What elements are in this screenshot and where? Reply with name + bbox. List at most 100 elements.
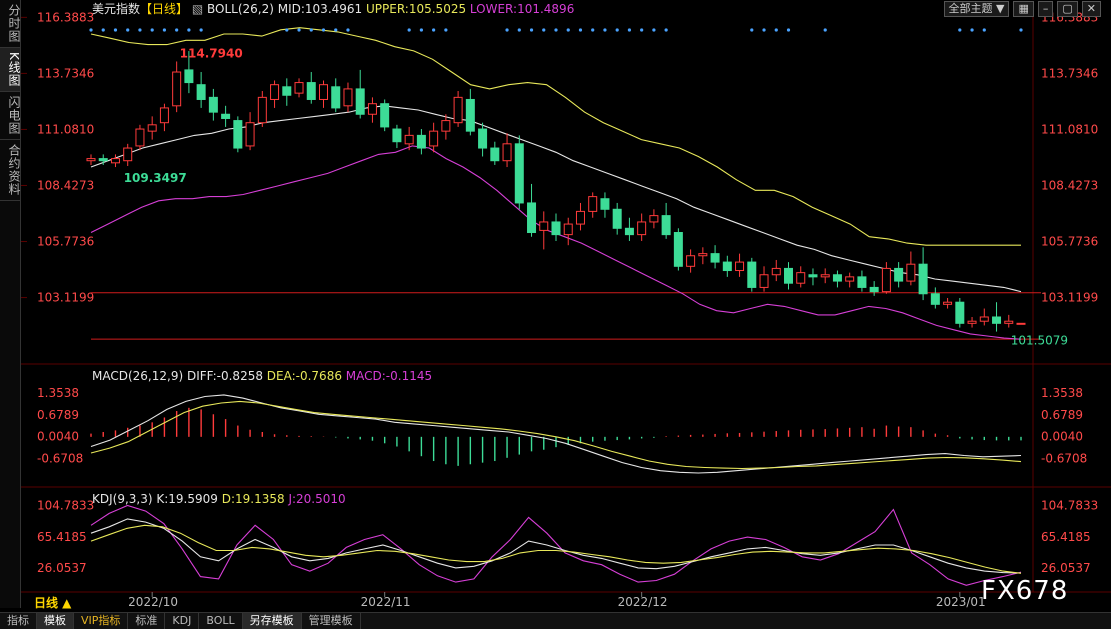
bottom-tab-6[interactable]: 另存模板 <box>242 613 302 629</box>
header-span: 美元指数 <box>92 1 140 16</box>
y-tick-label-right: 111.0810 <box>1041 122 1098 136</box>
boll-upper-line <box>90 27 1021 246</box>
candle-body <box>747 261 757 288</box>
candle-body <box>208 96 218 113</box>
signal-dot <box>529 28 534 32</box>
restore-icon[interactable]: ▢ <box>1057 1 1078 17</box>
y-tick-label-right: 105.7736 <box>1041 235 1098 249</box>
annotation-low-right: 101.5079 <box>1011 334 1068 348</box>
signal-dot <box>615 28 619 32</box>
candle-body <box>575 210 585 225</box>
header-span: BOLL(26,2) <box>207 2 278 16</box>
signal-dot <box>89 28 93 32</box>
candle-body <box>551 221 561 236</box>
candle-body <box>245 122 255 147</box>
signal-dot <box>578 28 583 32</box>
signal-dot <box>566 28 570 32</box>
signal-dot <box>958 28 962 32</box>
signal-dot <box>823 28 827 32</box>
signal-dot <box>175 28 179 32</box>
bottom-tab-5[interactable]: BOLL <box>199 613 243 629</box>
signal-dot <box>970 28 974 32</box>
signal-dot <box>517 28 521 32</box>
candle-body <box>221 113 231 119</box>
candle-body <box>429 130 439 147</box>
candle-body <box>832 274 842 282</box>
y-tick-label-left: 113.7346 <box>37 66 94 80</box>
candle-body <box>918 263 928 295</box>
candle-body <box>294 82 304 94</box>
sidebar-tab-2[interactable]: 闪电图 <box>0 92 21 140</box>
signal-dot <box>982 28 986 32</box>
candle-body <box>796 272 806 284</box>
bottom-toolbar: 指标 模板 VIP指标 标准 KDJ BOLL 另存模板 管理模板 <box>0 612 1111 629</box>
candle-body <box>355 88 365 115</box>
candle-body <box>735 261 745 272</box>
signal-dot <box>542 28 546 32</box>
signal-dot <box>664 28 668 32</box>
signal-dot <box>627 28 632 32</box>
sidebar-tab-0[interactable]: 分时图 <box>0 0 21 48</box>
header-span: 【日线】 <box>140 2 188 16</box>
candle-body <box>98 158 108 162</box>
x-tick-label: 2022/10 <box>128 595 178 609</box>
sidebar-tab-3[interactable]: 合约资料 <box>0 140 21 201</box>
header-span: K:19.5909 <box>156 492 221 506</box>
candle-body <box>380 103 390 128</box>
signal-dot <box>346 28 350 32</box>
signal-dot <box>432 28 436 32</box>
header-span: MACD(26,12,9) <box>92 369 187 383</box>
candle-body <box>759 274 769 288</box>
candle-body <box>710 253 720 263</box>
bottom-tab-7[interactable]: 管理模板 <box>302 613 361 629</box>
bottom-tab-2[interactable]: VIP指标 <box>74 613 129 629</box>
kdj-j-line <box>90 504 1022 586</box>
header-span: MACD:-0.1145 <box>346 369 432 383</box>
close-icon[interactable]: ✕ <box>1081 1 1101 17</box>
signal-dot <box>774 28 778 32</box>
candle-body <box>563 223 573 236</box>
bottom-tab-0[interactable]: 指标 <box>0 613 37 629</box>
bottom-tab-3[interactable]: 标准 <box>128 613 166 629</box>
x-tick-label: 2022/11 <box>361 595 411 609</box>
period-label[interactable]: 日线 ▲ <box>34 596 72 610</box>
candle-body <box>808 274 818 278</box>
macd-tick-right: 1.3538 <box>1041 386 1083 400</box>
sidebar-tab-1[interactable]: K线图 <box>0 48 21 92</box>
macd-tick-right: -0.6708 <box>1041 451 1087 465</box>
candle-body <box>612 208 622 229</box>
signal-dot <box>162 28 167 32</box>
signal-dot <box>285 28 289 32</box>
candle-body <box>441 120 451 132</box>
candle-body <box>147 124 157 132</box>
signal-dot <box>187 28 191 32</box>
header-span: ▧ <box>188 2 207 16</box>
candle-body <box>490 147 500 162</box>
grid-icon[interactable]: ▦ <box>1013 1 1034 17</box>
header-span: LOWER:101.4896 <box>470 2 574 16</box>
signal-dot <box>750 28 754 32</box>
annotation-low-left: 109.3497 <box>124 171 187 185</box>
candle-body <box>110 158 120 164</box>
annotation-high: 114.7940 <box>180 46 243 60</box>
macd-tick-right: 0.0040 <box>1041 430 1083 444</box>
watermark: FX678 <box>981 576 1069 606</box>
topic-select[interactable]: 全部主题 ▼ <box>943 1 1010 17</box>
candle-body <box>784 267 793 284</box>
minimize-icon[interactable]: – <box>1037 1 1054 17</box>
bottom-tab-4[interactable]: KDJ <box>165 613 200 629</box>
signal-dot <box>640 28 644 32</box>
kdj-tick-left: 65.4185 <box>37 530 87 544</box>
candle-body <box>331 86 341 109</box>
y-tick-label-left: 111.0810 <box>37 122 94 136</box>
bottom-tab-1[interactable]: 模板 <box>37 613 74 629</box>
signal-dot <box>113 28 118 32</box>
candle-body <box>233 120 243 149</box>
kdj-d-line <box>90 524 1022 574</box>
kdj-tick-right: 104.7833 <box>1041 499 1098 513</box>
candle-body <box>404 134 414 145</box>
candle-body <box>722 261 732 272</box>
top-controls: 全部主题 ▼ ▦ – ▢ ✕ <box>943 1 1101 17</box>
candle-body <box>686 255 696 267</box>
